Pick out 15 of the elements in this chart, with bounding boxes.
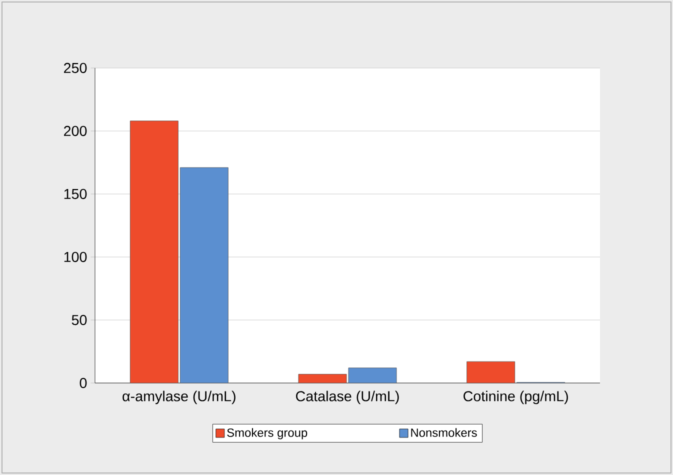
legend-label: Smokers group xyxy=(227,428,308,440)
bar xyxy=(180,167,228,383)
y-tick-label: 100 xyxy=(64,252,87,262)
bar xyxy=(348,368,397,383)
y-tick-label: 200 xyxy=(64,126,87,136)
bar xyxy=(466,361,516,383)
y-tick-label: 250 xyxy=(64,62,87,74)
bar xyxy=(130,120,178,383)
y-tick-label: 150 xyxy=(64,188,87,200)
y-tick-label: 50 xyxy=(72,314,87,326)
y-tick-label: 0 xyxy=(80,378,87,388)
x-tick-label: α-amylase (U/mL) xyxy=(122,390,236,404)
legend-label: Nonsmokers xyxy=(411,428,477,437)
x-tick-label: Catalase (U/mL) xyxy=(296,390,399,404)
x-tick-label: Cotinine (pg/mL) xyxy=(464,390,568,404)
